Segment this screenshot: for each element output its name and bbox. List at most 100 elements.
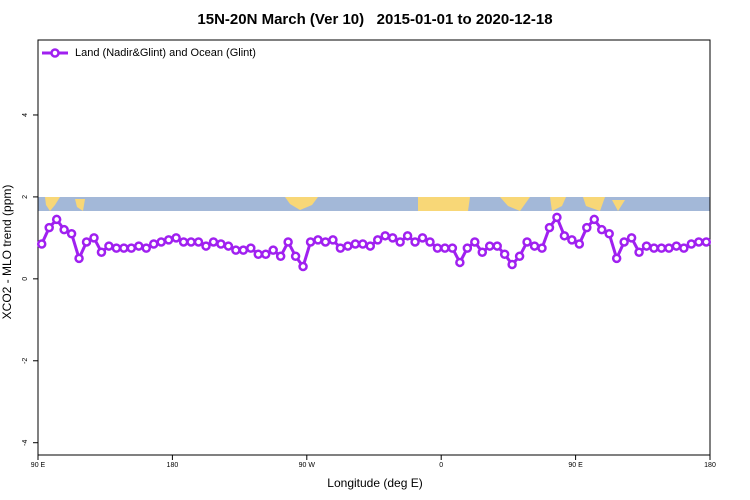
point xyxy=(208,237,219,247)
point xyxy=(141,243,152,253)
point xyxy=(499,249,510,260)
y-axis-label: XCO2 - MLO trend (ppm) xyxy=(0,185,14,320)
point xyxy=(36,239,47,249)
point xyxy=(260,249,271,260)
land xyxy=(418,197,530,211)
point xyxy=(223,241,234,251)
point xyxy=(514,251,525,262)
point xyxy=(522,237,532,247)
point xyxy=(81,237,92,247)
point xyxy=(492,241,502,251)
point xyxy=(238,245,249,255)
point xyxy=(470,237,480,247)
point xyxy=(89,233,99,243)
legend-marker xyxy=(50,48,60,58)
point xyxy=(275,251,286,262)
point xyxy=(51,214,62,225)
point xyxy=(694,237,704,247)
point xyxy=(283,237,293,247)
point xyxy=(126,243,137,253)
point xyxy=(380,231,390,241)
point xyxy=(484,241,495,251)
point xyxy=(74,253,84,264)
point xyxy=(253,249,264,260)
point xyxy=(290,251,301,262)
point xyxy=(335,243,346,253)
point xyxy=(246,243,256,253)
x-tick-label: 180 xyxy=(167,462,179,469)
point xyxy=(156,237,166,247)
point xyxy=(387,233,398,243)
land xyxy=(45,197,85,211)
point xyxy=(343,241,353,251)
point xyxy=(626,233,637,243)
point xyxy=(320,237,331,247)
point xyxy=(44,222,54,233)
land xyxy=(285,197,318,210)
y-tick-label: -2 xyxy=(22,358,29,364)
point xyxy=(477,247,488,257)
point xyxy=(119,243,129,253)
x-axis-label: Longitude (deg E) xyxy=(327,476,422,490)
point xyxy=(641,241,652,251)
chart-title: 15N-20N March (Ver 10) 2015-01-01 to 202… xyxy=(197,11,552,28)
point xyxy=(656,243,667,253)
point xyxy=(507,259,517,270)
point xyxy=(201,241,211,251)
point xyxy=(611,253,622,264)
point xyxy=(163,235,174,245)
point xyxy=(559,231,570,241)
x-tick-label: 180 xyxy=(704,462,716,469)
y-tick-label: 2 xyxy=(22,195,29,199)
x-tick-label: 90 E xyxy=(568,462,583,469)
point xyxy=(305,237,316,247)
legend-label: Land (Nadir&Glint) and Ocean (Glint) xyxy=(75,47,256,59)
point xyxy=(365,241,376,251)
point xyxy=(395,237,405,247)
point xyxy=(350,239,361,249)
point xyxy=(148,239,159,249)
map-strip xyxy=(38,197,710,211)
point xyxy=(552,212,562,223)
point xyxy=(59,224,69,235)
point xyxy=(701,237,712,247)
point xyxy=(671,241,682,251)
point xyxy=(193,237,204,247)
point xyxy=(66,229,77,239)
point xyxy=(328,235,338,245)
point xyxy=(462,243,473,253)
point xyxy=(96,247,107,257)
point xyxy=(410,237,420,247)
point xyxy=(649,243,659,253)
point xyxy=(104,241,114,251)
point xyxy=(529,241,540,251)
plot-frame xyxy=(37,39,711,456)
point xyxy=(425,237,435,247)
point xyxy=(574,239,585,249)
point xyxy=(544,222,555,233)
point xyxy=(455,257,465,268)
point xyxy=(567,235,577,245)
point xyxy=(171,233,181,243)
point xyxy=(664,243,674,253)
y-tick-label: -4 xyxy=(22,439,29,445)
point xyxy=(134,241,144,251)
land xyxy=(550,197,625,211)
point xyxy=(372,235,383,245)
ocean-band xyxy=(38,197,710,211)
x-tick-label: 0 xyxy=(439,462,443,469)
point xyxy=(447,243,458,253)
point xyxy=(432,243,443,253)
point xyxy=(268,245,278,255)
point xyxy=(537,243,547,253)
point xyxy=(402,231,413,241)
point xyxy=(186,237,196,247)
point xyxy=(604,229,614,239)
point xyxy=(619,237,629,247)
point xyxy=(596,224,607,235)
point xyxy=(313,235,323,245)
point xyxy=(417,233,428,243)
point xyxy=(231,245,241,255)
point xyxy=(216,239,226,249)
